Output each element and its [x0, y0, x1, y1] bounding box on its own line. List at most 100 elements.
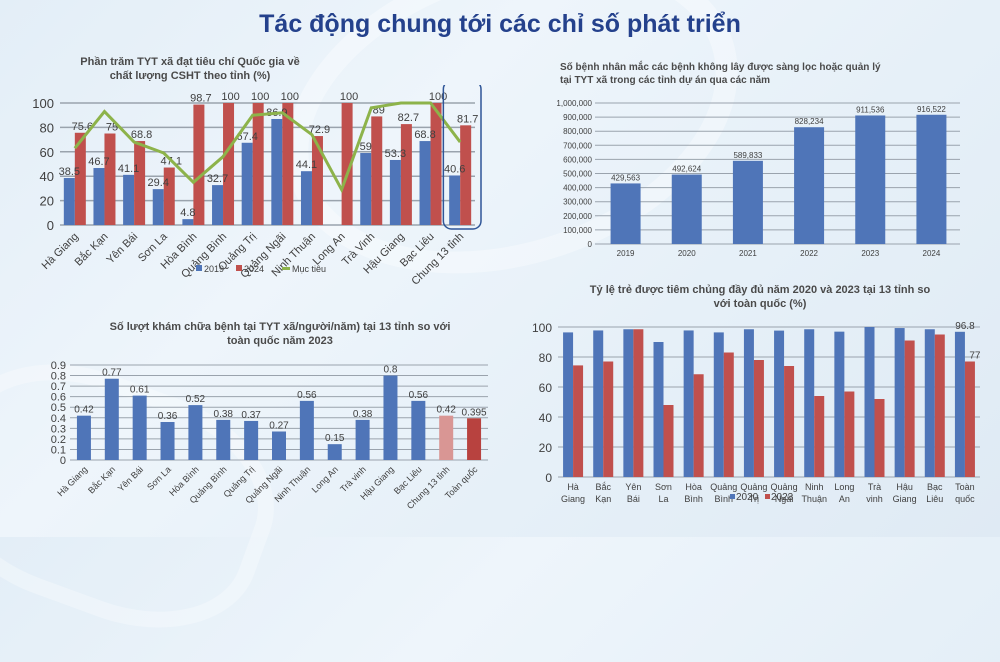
bar: [188, 405, 203, 460]
data-label: 0.56: [297, 390, 317, 401]
bar-2023: [964, 361, 975, 477]
x-tick-label: Hà: [567, 482, 579, 492]
y-tick-label: 800,000: [563, 127, 592, 136]
x-tick-label: Ninh: [805, 482, 824, 492]
x-tick-label: Hòa: [685, 482, 702, 492]
data-label: 0.38: [353, 409, 373, 420]
x-tick-label: Hậu: [896, 482, 913, 492]
y-tick-label: 80: [40, 120, 54, 135]
y-tick-label: 900,000: [563, 113, 592, 122]
legend-2024-icon: [236, 265, 242, 271]
y-tick-label: 700,000: [563, 141, 592, 150]
data-label: 0.8: [384, 365, 398, 376]
data-label: 0.395: [462, 407, 487, 418]
y-tick-label: 100: [532, 321, 552, 335]
y-tick-label: 0.1: [51, 444, 66, 456]
bar: [76, 415, 91, 460]
chart-title-line: Phần trăm TYT xã đạt tiêu chí Quốc gia v…: [80, 56, 300, 68]
data-label-2024: 72.9: [309, 124, 330, 136]
data-label: 828,234: [795, 117, 824, 126]
highlight-box: [442, 85, 482, 230]
data-label: 0.37: [241, 410, 261, 421]
chart-title-line: toàn quốc năm 2023: [227, 334, 333, 347]
data-label: 0.38: [214, 409, 234, 420]
data-label-2024: 82.7: [398, 112, 419, 124]
data-label-2019: 32.7: [207, 173, 228, 185]
x-tick-label: 2020: [678, 249, 696, 258]
bar-2024: [134, 141, 146, 225]
bar-2019: [449, 175, 461, 225]
data-label-2019: 4.8: [180, 207, 195, 219]
bar: [104, 378, 119, 460]
x-tick-label: Bái: [627, 494, 640, 504]
bar-2020: [713, 332, 724, 477]
x-tick-label: Yên: [625, 482, 641, 492]
data-label-2019: 46.7: [88, 156, 109, 168]
y-tick-label: 0: [588, 240, 593, 249]
legend-2020: 2020: [736, 492, 759, 503]
bar-2020: [623, 329, 634, 477]
data-label: 0.77: [102, 368, 122, 379]
data-label-2019: 59: [360, 141, 372, 153]
bar-2019: [419, 141, 431, 225]
data-label: 77: [969, 351, 981, 362]
bar: [671, 174, 702, 244]
chart-title-visits: Số lượt khám chữa bệnh tại TYT xã/người/…: [100, 321, 460, 349]
target-line: [73, 101, 462, 194]
bar-2023: [904, 340, 915, 477]
y-tick-label: 0.6: [51, 392, 66, 404]
x-tick-label: Sơn: [655, 482, 672, 492]
bar-2023: [753, 360, 764, 477]
chart-title-line: Số lượt khám chữa bệnh tại TYT xã/người/…: [109, 321, 451, 333]
data-label-2024: 75.6: [72, 121, 93, 133]
bar-2024: [282, 103, 294, 225]
data-label: 96.8: [955, 321, 975, 332]
y-tick-label: 300,000: [563, 198, 592, 207]
x-tick-label: Kạn: [595, 494, 611, 504]
x-tick-label: Bình: [715, 494, 734, 504]
bar-2023: [693, 374, 704, 477]
bar-2019: [389, 159, 401, 225]
bar: [411, 400, 426, 460]
data-label: 0.42: [436, 405, 456, 416]
bar-2019: [152, 189, 164, 225]
bar: [327, 444, 342, 460]
x-tick-label: 2019: [617, 249, 635, 258]
x-tick-label: Quảng: [771, 482, 798, 492]
bar: [160, 422, 175, 460]
data-label-2019: 53.3: [385, 148, 406, 160]
data-label: 911,536: [856, 105, 885, 114]
bar: [916, 114, 947, 244]
y-tick-label: 500,000: [563, 170, 592, 179]
x-tick-label: Chung 13 tỉnh: [409, 231, 466, 288]
legend-target: Mục tiêu: [292, 264, 326, 274]
data-label-2024: 100: [429, 91, 447, 103]
x-tick-label: Hà Giang: [40, 231, 81, 272]
bar: [272, 431, 286, 460]
bar-2020: [593, 330, 604, 477]
data-label-2019: 38.5: [59, 166, 80, 178]
x-tick-label: Yên Bái: [116, 464, 145, 493]
bar-2020: [774, 330, 785, 477]
bar-2019: [271, 118, 283, 225]
legend-2024: 2024: [244, 264, 264, 274]
bar-2023: [603, 361, 614, 477]
bar-2020: [864, 327, 875, 477]
x-tick-label: Trị: [749, 494, 759, 504]
x-tick-label: Quảng: [710, 482, 737, 492]
chart-title-vaccine: Tỷ lệ trẻ được tiêm chủng đầy đủ năm 202…: [560, 284, 960, 312]
bar: [244, 420, 259, 460]
data-label: 429,563: [611, 173, 640, 182]
bar: [383, 375, 398, 460]
y-tick-label: 0.9: [51, 360, 66, 372]
bar-2024: [193, 104, 205, 225]
x-tick-label: Yên Bái: [104, 231, 140, 267]
chart-title-line: tại TYT xã trong các tỉnh dự án qua các …: [560, 74, 771, 86]
y-tick-label: 40: [40, 169, 54, 184]
y-tick-label: 60: [40, 145, 54, 160]
page-title: Tác động chung tới các chỉ số phát triển: [259, 10, 741, 38]
legend-2020-icon: [730, 494, 735, 499]
data-label: 0.56: [409, 390, 429, 401]
x-tick-label: Bình: [684, 494, 703, 504]
y-tick-label: 0: [545, 471, 552, 485]
